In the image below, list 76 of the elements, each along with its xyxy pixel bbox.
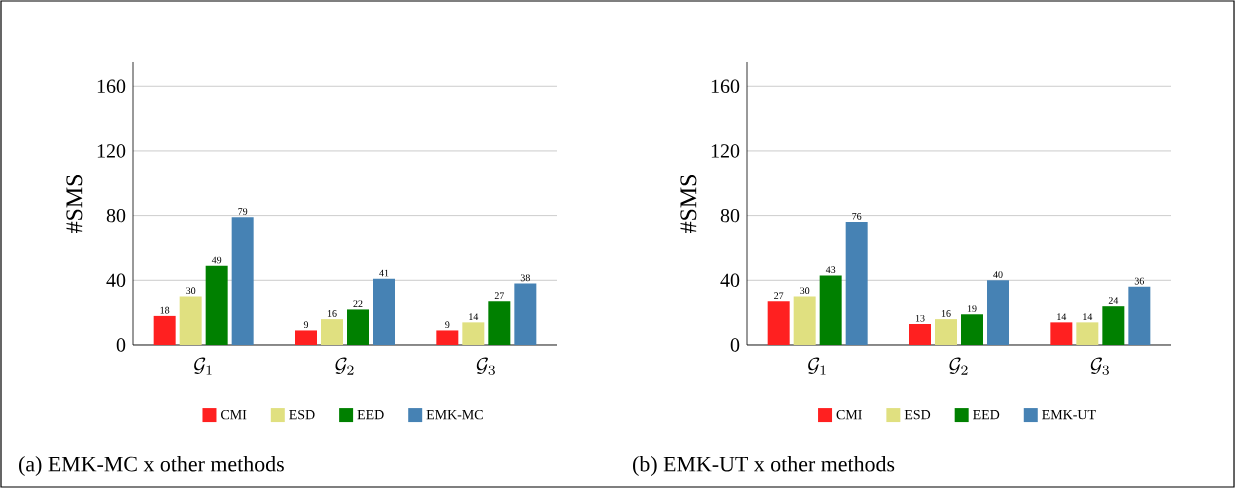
y-tick-label: 160 [97,79,126,93]
bar [153,315,176,345]
bar [987,280,1010,345]
bar [373,278,395,345]
data-label: 14 [469,313,479,320]
x-tick-label: $\mathcal{G}_2$ [949,357,968,375]
y-tick-label: 80 [106,208,126,223]
data-label: 30 [800,287,810,295]
bar [231,217,254,345]
y-tick-label: 120 [711,144,740,158]
bar [819,275,842,345]
bar [295,330,317,345]
bar [488,301,511,345]
bar [935,319,958,345]
data-label: 76 [852,213,862,220]
data-label: 41 [379,269,389,277]
y-axis-title: #SMS [66,175,83,233]
legend-label: EED [357,410,384,420]
data-label: 40 [993,271,1003,278]
data-label: 18 [160,306,170,314]
data-label: 13 [915,314,925,322]
data-label: 79 [238,208,248,215]
text: (a) EMK-MC x other methods [19,456,284,476]
data-label: 24 [1108,297,1119,304]
bar [845,222,868,345]
legend-label: ESD [904,409,931,420]
bar [321,319,343,345]
bar [961,314,984,345]
bar [767,301,790,345]
y-axis-title: #SMS [680,175,697,233]
legend-label: ESD [289,409,315,420]
data-label: 16 [941,310,951,317]
data-label: 38 [520,274,530,282]
x-tick-label: $\mathcal{G}_1$ [194,357,212,375]
y-tick-label: 160 [711,79,740,93]
data-label: 16 [327,310,337,317]
data-label: 43 [825,266,836,274]
bar [436,330,459,345]
y-tick-label: 80 [720,208,740,223]
data-label: 36 [1134,277,1145,285]
bar [1050,322,1073,345]
data-label: 9 [445,321,450,329]
bar [1076,322,1099,345]
y-tick-label: 40 [106,273,126,288]
data-label: 19 [967,305,977,312]
y-tick-label: 0 [730,338,740,352]
legend-label: EED [973,410,1000,420]
data-label: 27 [494,292,505,299]
bar [205,265,228,345]
data-label: 14 [1083,313,1093,320]
y-tick-label: 0 [116,338,126,352]
data-label: 9 [303,321,309,329]
bar [909,323,932,345]
x-tick-label: $\mathcal{G}_3$ [476,357,495,375]
legend-label: EMK-MC [426,409,483,420]
y-tick-label: 120 [97,144,126,158]
data-label: 27 [774,292,784,299]
bar [1128,286,1151,345]
legend-label: CMI [836,409,862,420]
bar [793,296,816,345]
x-tick-label: $\mathcal{G}_2$ [335,357,354,375]
legend-label: EMK-UT [1042,410,1096,420]
bar [462,322,485,345]
data-label: 30 [186,287,196,295]
y-tick-label: 40 [720,273,740,288]
bar [179,296,202,345]
bar [1102,306,1125,345]
text: (b) EMK-UT x other methods [633,456,895,476]
bar [514,283,537,345]
data-label: 49 [211,256,222,264]
data-label: 22 [353,300,363,308]
x-tick-label: $\mathcal{G}_1$ [808,357,826,375]
legend-label: CMI [221,409,247,420]
bar [347,309,369,345]
data-label: 14 [1057,313,1067,320]
x-tick-label: $\mathcal{G}_3$ [1090,357,1109,375]
